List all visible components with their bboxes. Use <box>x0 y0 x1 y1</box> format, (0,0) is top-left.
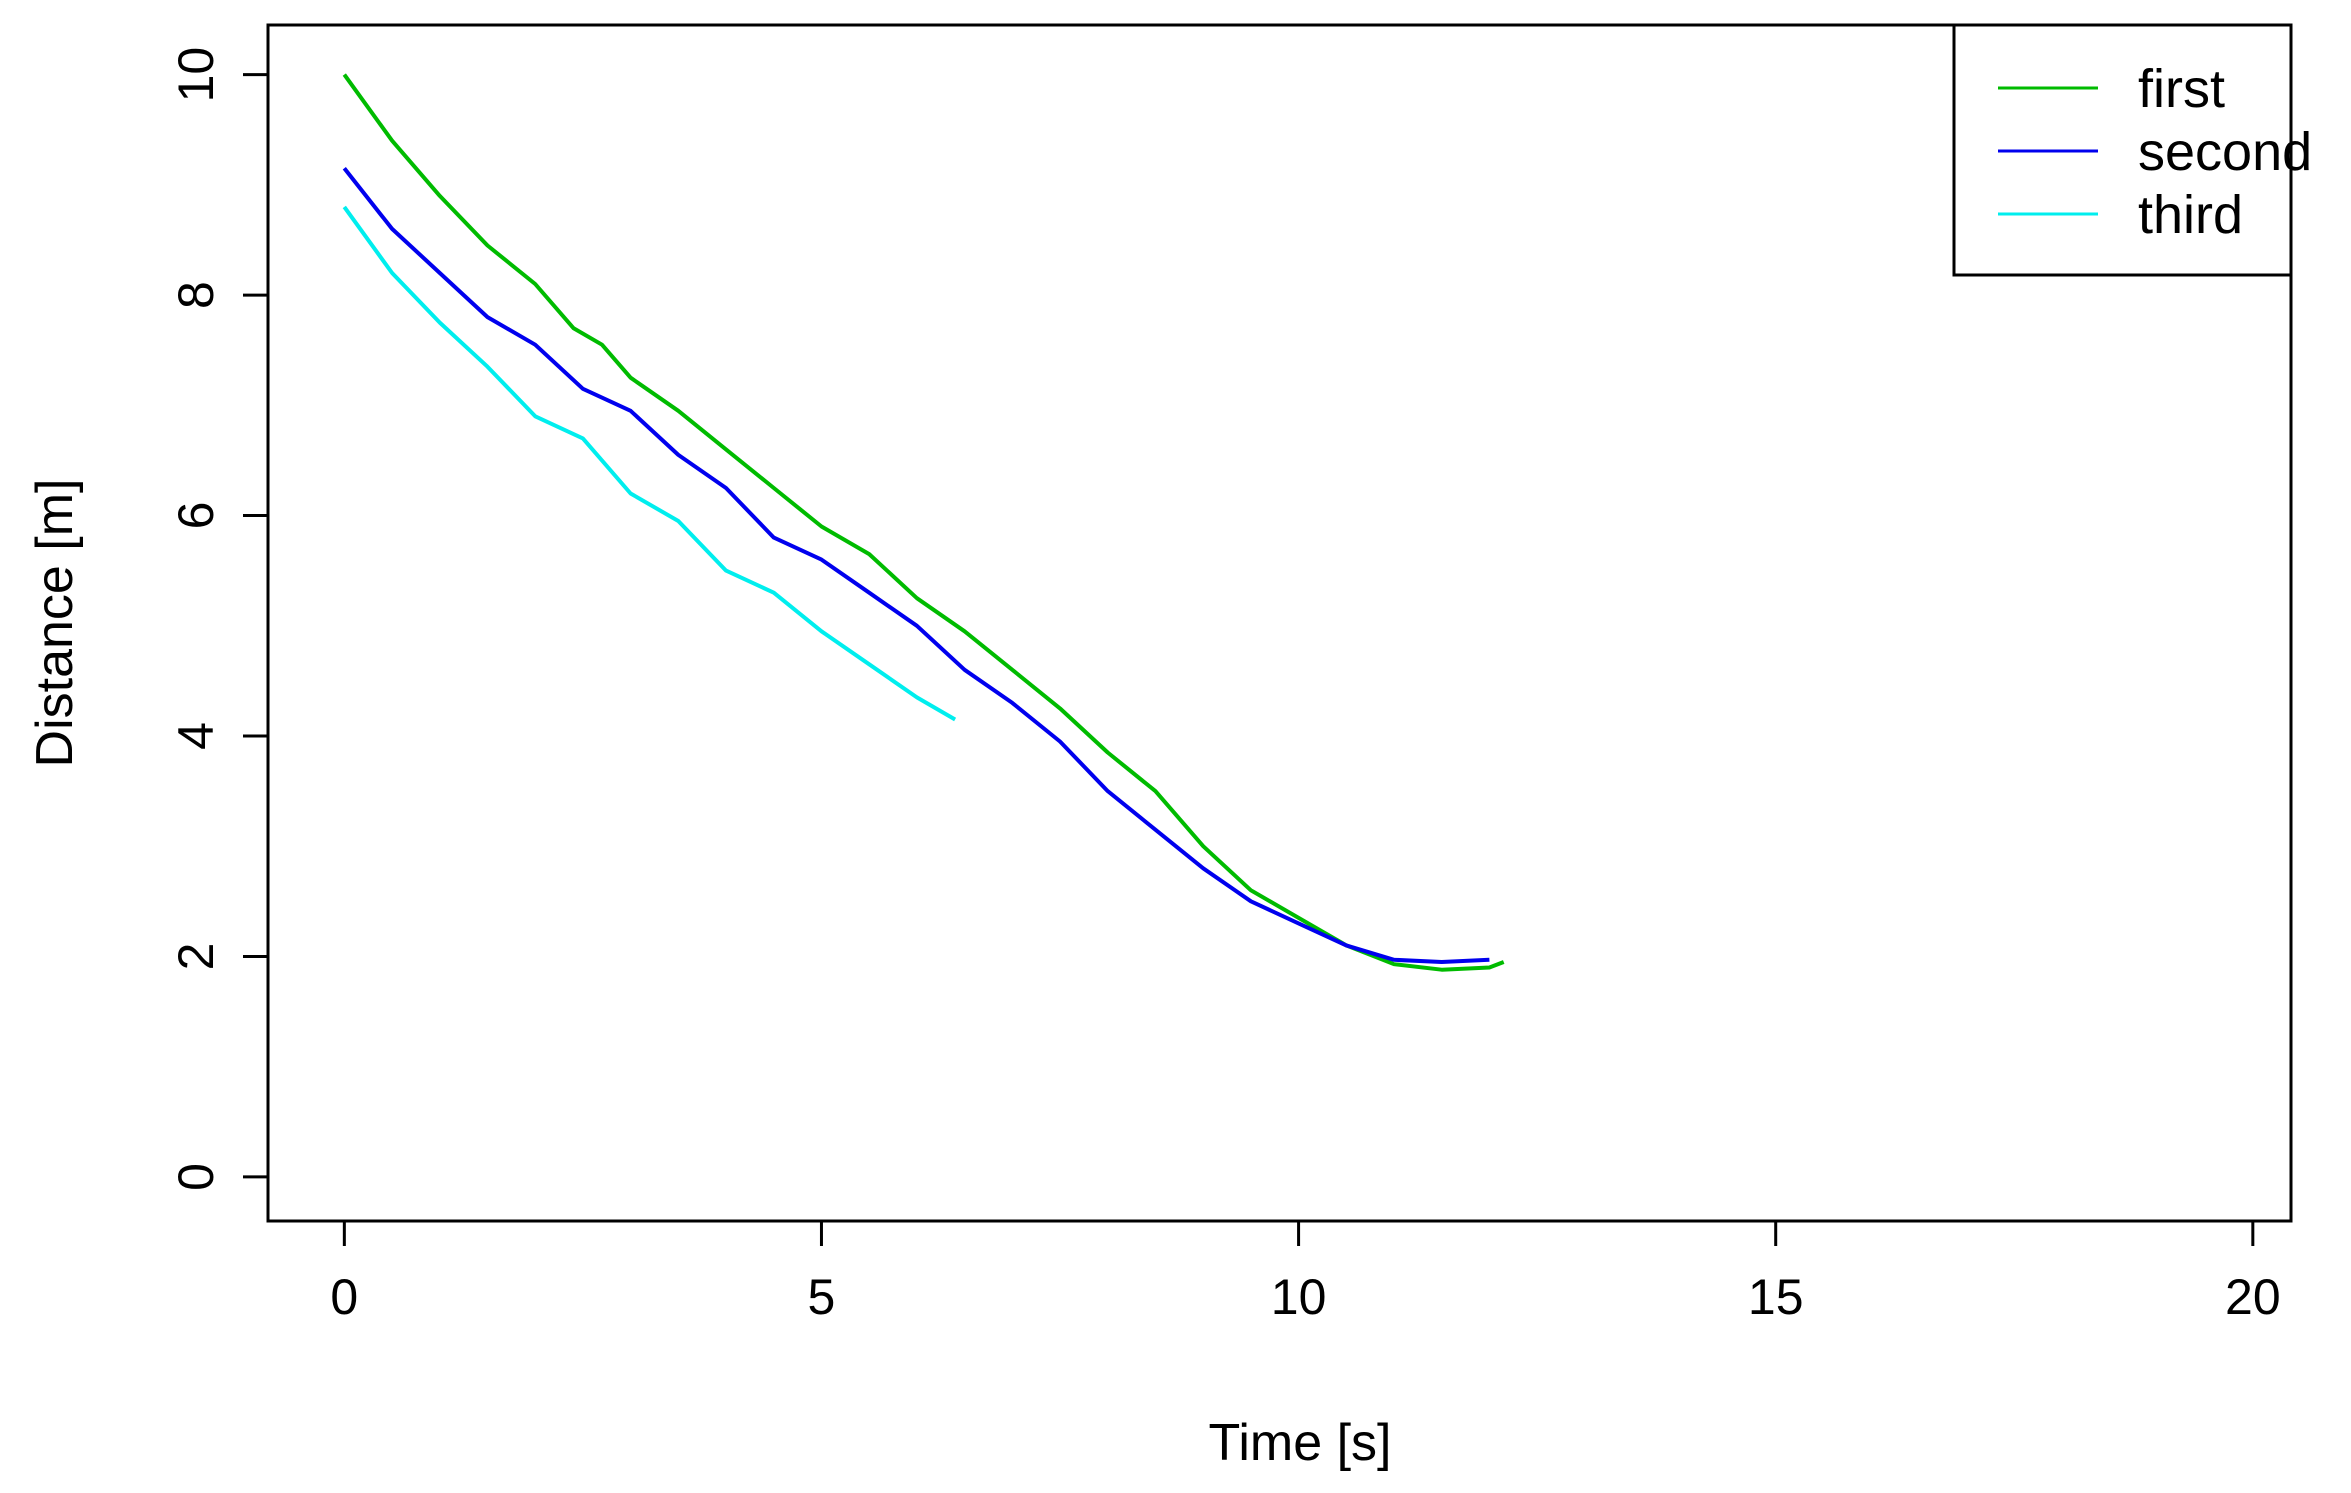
x-tick-label-5: 5 <box>808 1269 836 1325</box>
y-tick-label-2: 2 <box>168 943 224 971</box>
series-line-first <box>342 73 1505 972</box>
x-axis: 0 5 10 15 20 <box>330 1219 2281 1325</box>
y-tick-label-0: 0 <box>168 1163 224 1191</box>
x-tick-label-15: 15 <box>1748 1269 1804 1325</box>
legend: first second third <box>1952 23 2312 277</box>
legend-label-third: third <box>2138 185 2243 245</box>
x-axis-label: Time [s] <box>1209 1414 1392 1472</box>
y-axis: 0 2 4 6 8 10 <box>168 47 268 1191</box>
x-tick-label-20: 20 <box>2225 1269 2281 1325</box>
y-tick-label-8: 8 <box>168 281 224 309</box>
y-axis-label: Distance [m] <box>26 479 84 768</box>
y-tick-label-4: 4 <box>168 722 224 750</box>
y-tick-label-10: 10 <box>168 47 224 103</box>
legend-label-second: second <box>2138 122 2312 182</box>
series-line-third <box>342 205 957 722</box>
series-line-second <box>342 167 1490 964</box>
x-tick-label-0: 0 <box>330 1269 358 1325</box>
x-tick-label-10: 10 <box>1271 1269 1327 1325</box>
series-layer <box>342 73 1505 972</box>
y-tick-label-6: 6 <box>168 502 224 530</box>
legend-label-first: first <box>2138 59 2225 119</box>
